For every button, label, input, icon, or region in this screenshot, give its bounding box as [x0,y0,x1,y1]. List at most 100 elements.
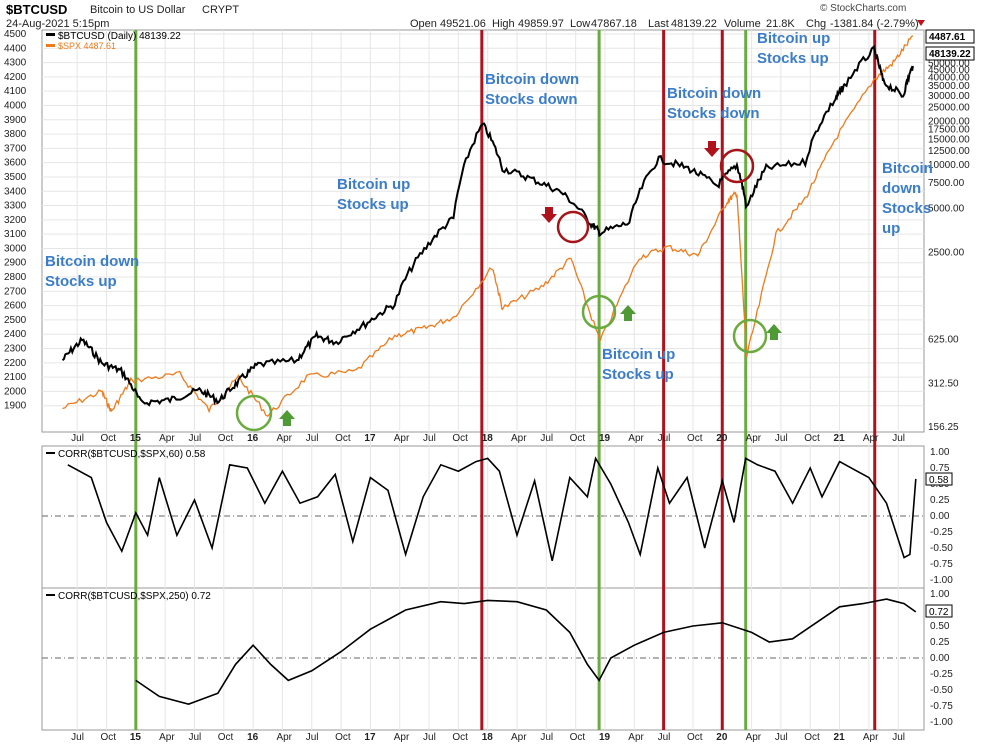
annotation-3-line2: Stocks down [485,91,578,108]
y-tick-corr: 0.75 [930,463,950,474]
annotation-4-line2: Stocks up [602,366,674,383]
y-tick-left: 2600 [4,301,27,312]
y-tick-left: 3200 [4,215,27,226]
x-tick: Jul [423,732,436,743]
y-tick-right: 45000.00 [928,65,970,76]
corr60-legend-swatch [46,452,55,454]
x-tick: Oct [804,433,820,444]
annotation-7-line3: Stocks [882,200,931,217]
annotation-1-line2: Stocks up [45,273,117,290]
y-tick-right: 7500.00 [928,178,965,189]
spx-line [62,35,914,418]
exchange: CRYPT [202,4,239,16]
y-tick-left: 4500 [4,29,27,40]
last-value-tags: 4487.61 48139.22 0.58 0.72 [925,29,975,618]
x-tick: 20 [716,433,728,444]
open-value: 49521.06 [440,18,486,30]
up-arrow-icon [620,305,636,321]
y-tick-left: 2500 [4,315,27,326]
volume-value: 21.8K [766,18,795,30]
y-tick-left: 3700 [4,143,27,154]
x-tick: Oct [804,732,820,743]
corr250-legend: CORR($BTCUSD,$SPX,250) 0.72 [46,591,211,602]
corr-line [67,456,917,561]
annotation-3-line1: Bitcoin down [485,71,579,88]
y-tick-left: 4100 [4,86,27,97]
x-tick: Apr [746,433,762,444]
x-tick: Jul [892,732,905,743]
x-tick: Apr [746,732,762,743]
x-tick: Jul [658,433,671,444]
x-tick: 21 [834,433,846,444]
symbol-name: Bitcoin to US Dollar [90,4,186,16]
y-tick-left: 3400 [4,186,27,197]
btc-legend-label: $BTCUSD (Daily) 48139.22 [58,31,181,42]
x-tick: 15 [130,433,142,444]
x-tick: Oct [570,433,586,444]
y-tick-left: 3600 [4,158,27,169]
y-tick-corr: -0.25 [930,669,953,680]
y-tick-left: 2200 [4,358,27,369]
x-tick: Apr [394,732,410,743]
x-tick: Jul [775,732,788,743]
x-tick: 18 [482,433,494,444]
y-tick-left: 2300 [4,344,27,355]
x-tick: Jul [540,732,553,743]
series [61,35,917,705]
x-tick: Jul [188,732,201,743]
btc-line [61,44,914,407]
spx-legend-swatch [46,44,55,47]
up-arrow-icon [279,410,295,426]
corr-line [135,598,917,705]
high-label: High [492,18,515,30]
y-tick-left: 2900 [4,258,27,269]
x-tick: Apr [276,732,292,743]
change-label: Chg [806,18,826,30]
x-tick: Oct [335,433,351,444]
x-tick: Oct [570,732,586,743]
y-tick-corr: -0.75 [930,559,953,570]
x-tick: 20 [716,732,728,743]
spx-last-tag-text: 4487.61 [929,32,966,43]
y-tick-left: 2700 [4,286,27,297]
watermark: © StockCharts.com [820,3,906,14]
y-tick-right: 17500.00 [928,125,970,136]
markers [235,141,782,432]
x-tick: Apr [863,732,879,743]
annotation-6-line1: Bitcoin up [757,30,830,47]
corr60-legend-label: CORR($BTCUSD,$SPX,60) 0.58 [58,449,206,460]
corr250-legend-label: CORR($BTCUSD,$SPX,250) 0.72 [58,591,211,602]
x-tick: 17 [364,732,376,743]
btc-last-tag [925,46,975,61]
x-tick: Jul [306,732,319,743]
corr250-last-tag-text: 0.72 [929,607,949,618]
annotation-7-line2: down [882,180,921,197]
red-circle-marker [556,210,590,244]
x-tick: 17 [364,433,376,444]
y-tick-right: 40000.00 [928,73,970,84]
red-circle-marker [719,148,755,184]
x-tick: Oct [218,433,234,444]
green-circle-marker [235,394,273,432]
y-tick-right: 2500.00 [928,247,965,258]
y-tick-corr: 1.00 [930,447,950,458]
btc-last-tag-text: 48139.22 [929,49,971,60]
y-tick-right: 5000.00 [928,204,965,215]
x-tick: Oct [335,732,351,743]
chart-header: $BTCUSD Bitcoin to US Dollar CRYPT © Sto… [6,2,925,30]
x-tick: 15 [130,732,142,743]
x-tick: Jul [423,433,436,444]
y-tick-corr: -1.00 [930,575,953,586]
x-tick: Apr [511,433,527,444]
y-tick-left: 3100 [4,229,27,240]
x-tick: Oct [687,732,703,743]
y-tick-right: 20000.00 [928,116,970,127]
y-tick-corr: -0.75 [930,701,953,712]
y-tick-corr: 0.00 [930,511,950,522]
y-tick-corr: -0.50 [930,543,953,554]
y-tick-left: 4400 [4,43,27,54]
annotation-6-line2: Stocks up [757,50,829,67]
x-tick: 21 [834,732,846,743]
high-value: 49859.97 [518,18,564,30]
